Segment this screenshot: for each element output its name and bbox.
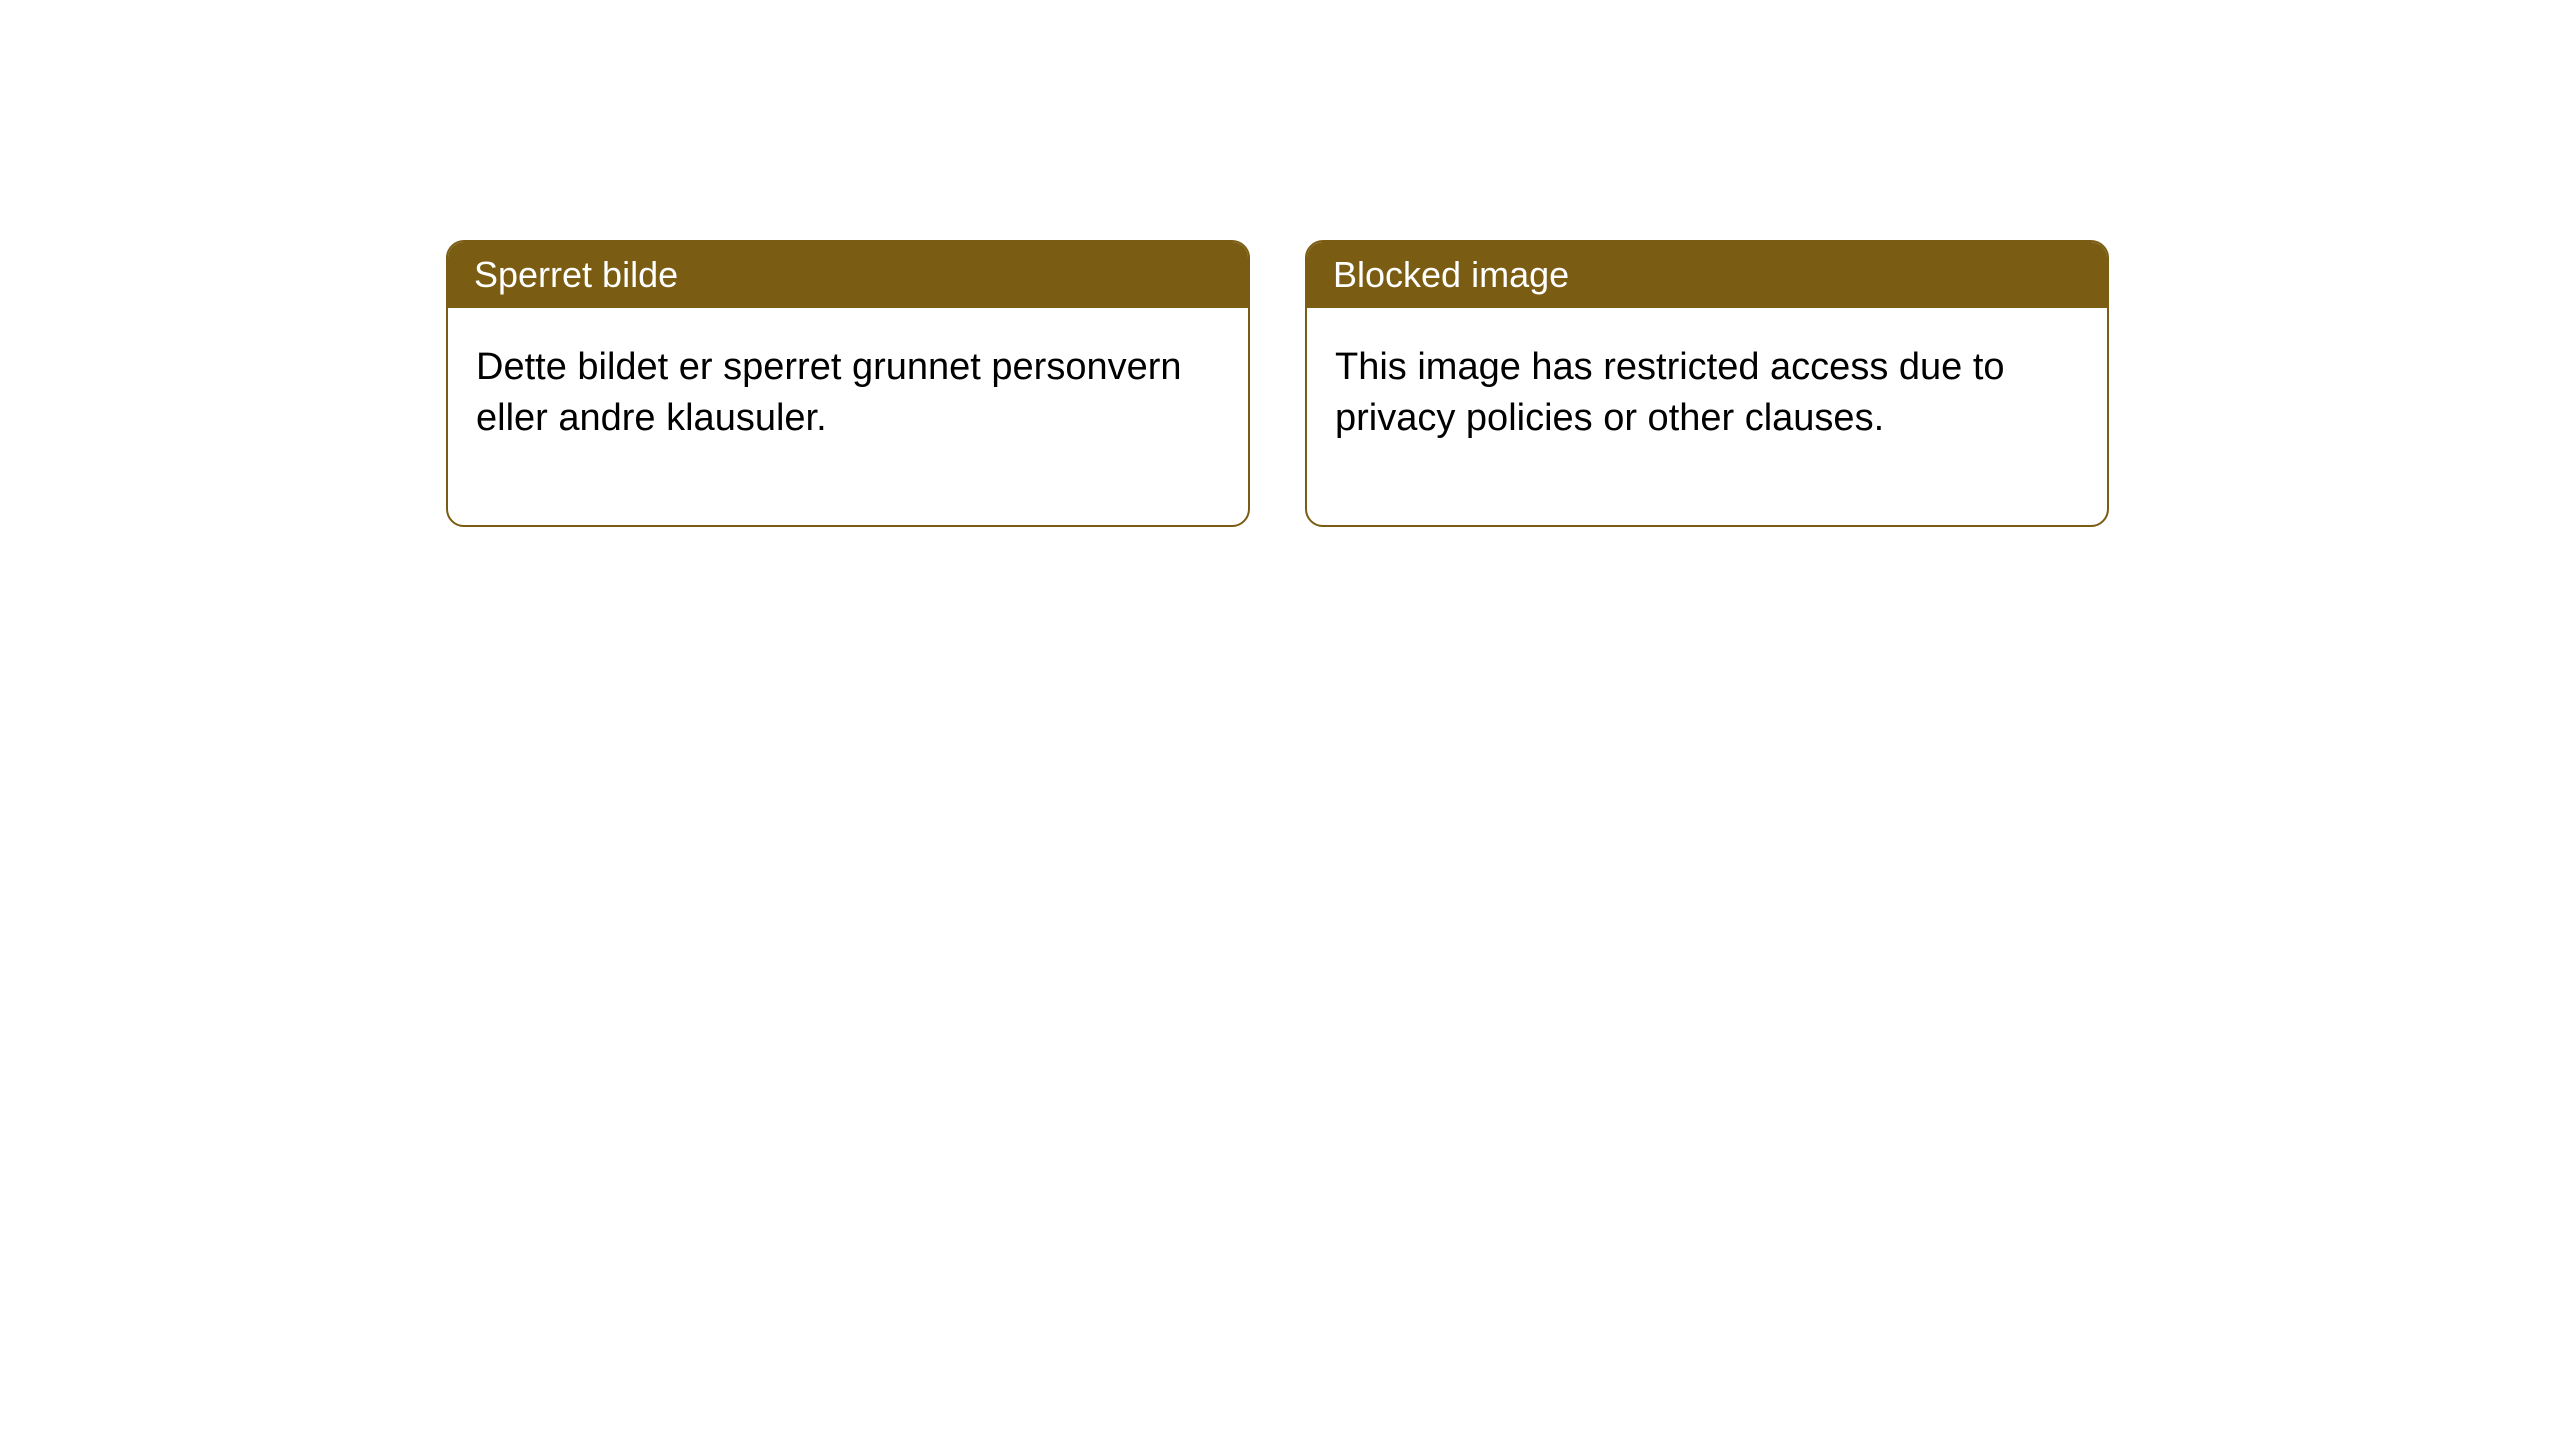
notice-body: Dette bildet er sperret grunnet personve… [448,308,1248,525]
notice-container: Sperret bilde Dette bildet er sperret gr… [0,0,2560,527]
notice-header: Sperret bilde [448,242,1248,308]
notice-body: This image has restricted access due to … [1307,308,2107,525]
notice-card-norwegian: Sperret bilde Dette bildet er sperret gr… [446,240,1250,527]
notice-card-english: Blocked image This image has restricted … [1305,240,2109,527]
notice-header: Blocked image [1307,242,2107,308]
